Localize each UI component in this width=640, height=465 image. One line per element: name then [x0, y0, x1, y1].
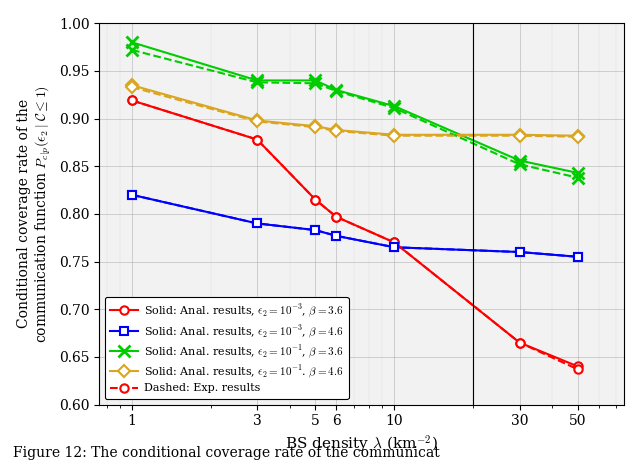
Text: Figure 12: The conditional coverage rate of the communicat: Figure 12: The conditional coverage rate… [13, 446, 440, 460]
X-axis label: BS density $\lambda$ (km$^{-2}$): BS density $\lambda$ (km$^{-2}$) [285, 434, 438, 455]
Legend: Solid: Anal. results, $\epsilon_2 = 10^{-3}$, $\beta = 3.6$, Solid: Anal. result: Solid: Anal. results, $\epsilon_2 = 10^{… [105, 297, 349, 399]
Y-axis label: Conditional coverage rate of the
communication function $P_{c|p}(\epsilon_2 \mid: Conditional coverage rate of the communi… [17, 85, 53, 343]
